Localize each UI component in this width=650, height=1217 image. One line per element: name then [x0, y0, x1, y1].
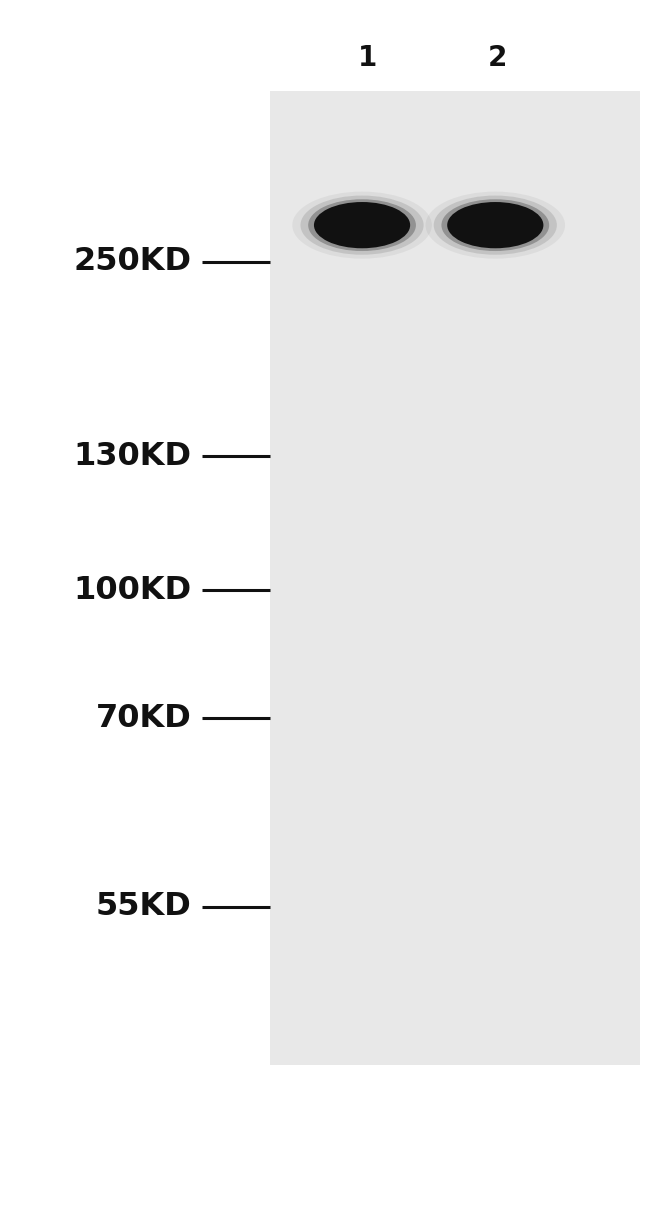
Text: 55KD: 55KD — [96, 891, 192, 922]
Ellipse shape — [441, 200, 549, 251]
Text: 1: 1 — [358, 44, 377, 73]
Text: 2: 2 — [488, 44, 507, 73]
Text: 70KD: 70KD — [96, 702, 192, 734]
Ellipse shape — [308, 200, 416, 251]
Ellipse shape — [434, 196, 557, 254]
Text: 250KD: 250KD — [73, 246, 192, 277]
Bar — [270, 91, 640, 1065]
Text: 130KD: 130KD — [73, 441, 192, 472]
Ellipse shape — [426, 191, 565, 259]
Ellipse shape — [314, 202, 410, 248]
Ellipse shape — [292, 191, 432, 259]
Ellipse shape — [300, 196, 424, 254]
Ellipse shape — [447, 202, 543, 248]
Text: 100KD: 100KD — [73, 574, 192, 606]
